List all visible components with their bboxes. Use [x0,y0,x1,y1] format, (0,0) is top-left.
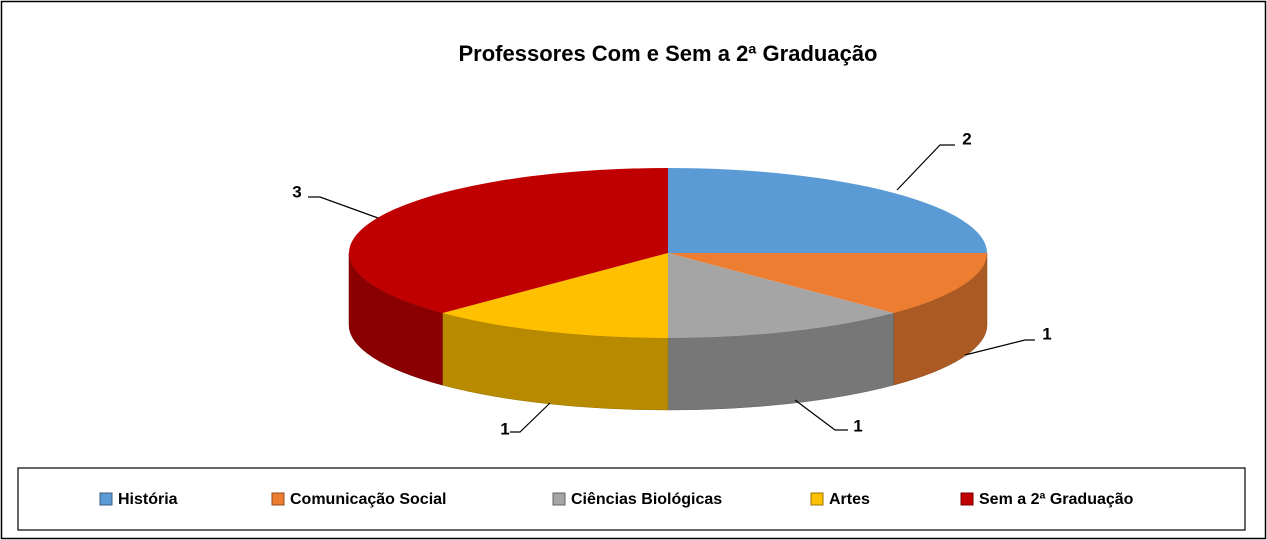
legend-label: Ciências Biológicas [571,491,722,508]
data-label: 2 [962,129,971,148]
pie-slice [349,168,668,314]
leader-line [896,144,955,191]
legend-swatch [552,492,566,506]
legend-swatch [810,492,824,506]
chart-title: Professores Com e Sem a 2ª Graduação [459,41,878,66]
data-label: 3 [292,182,301,201]
pie-slice [668,168,987,253]
data-label: 1 [1042,324,1051,343]
legend-swatch [99,492,113,506]
legend-label: Sem a 2ª Graduação [979,491,1134,508]
leader-line [964,339,1035,356]
leader-line [510,402,551,433]
legend-swatch [271,492,285,506]
legend-swatch [960,492,974,506]
data-label: 1 [500,419,509,438]
pie-slice [442,253,668,338]
pie-slice [668,253,894,338]
legend-label: Comunicação Social [290,491,447,508]
legend-label: Artes [829,491,870,508]
legend-label: História [118,491,178,508]
legend-box [17,467,1246,531]
leader-line [794,399,848,431]
leader-line [308,196,379,219]
data-label: 1 [853,416,862,435]
pie-slice [668,253,987,314]
